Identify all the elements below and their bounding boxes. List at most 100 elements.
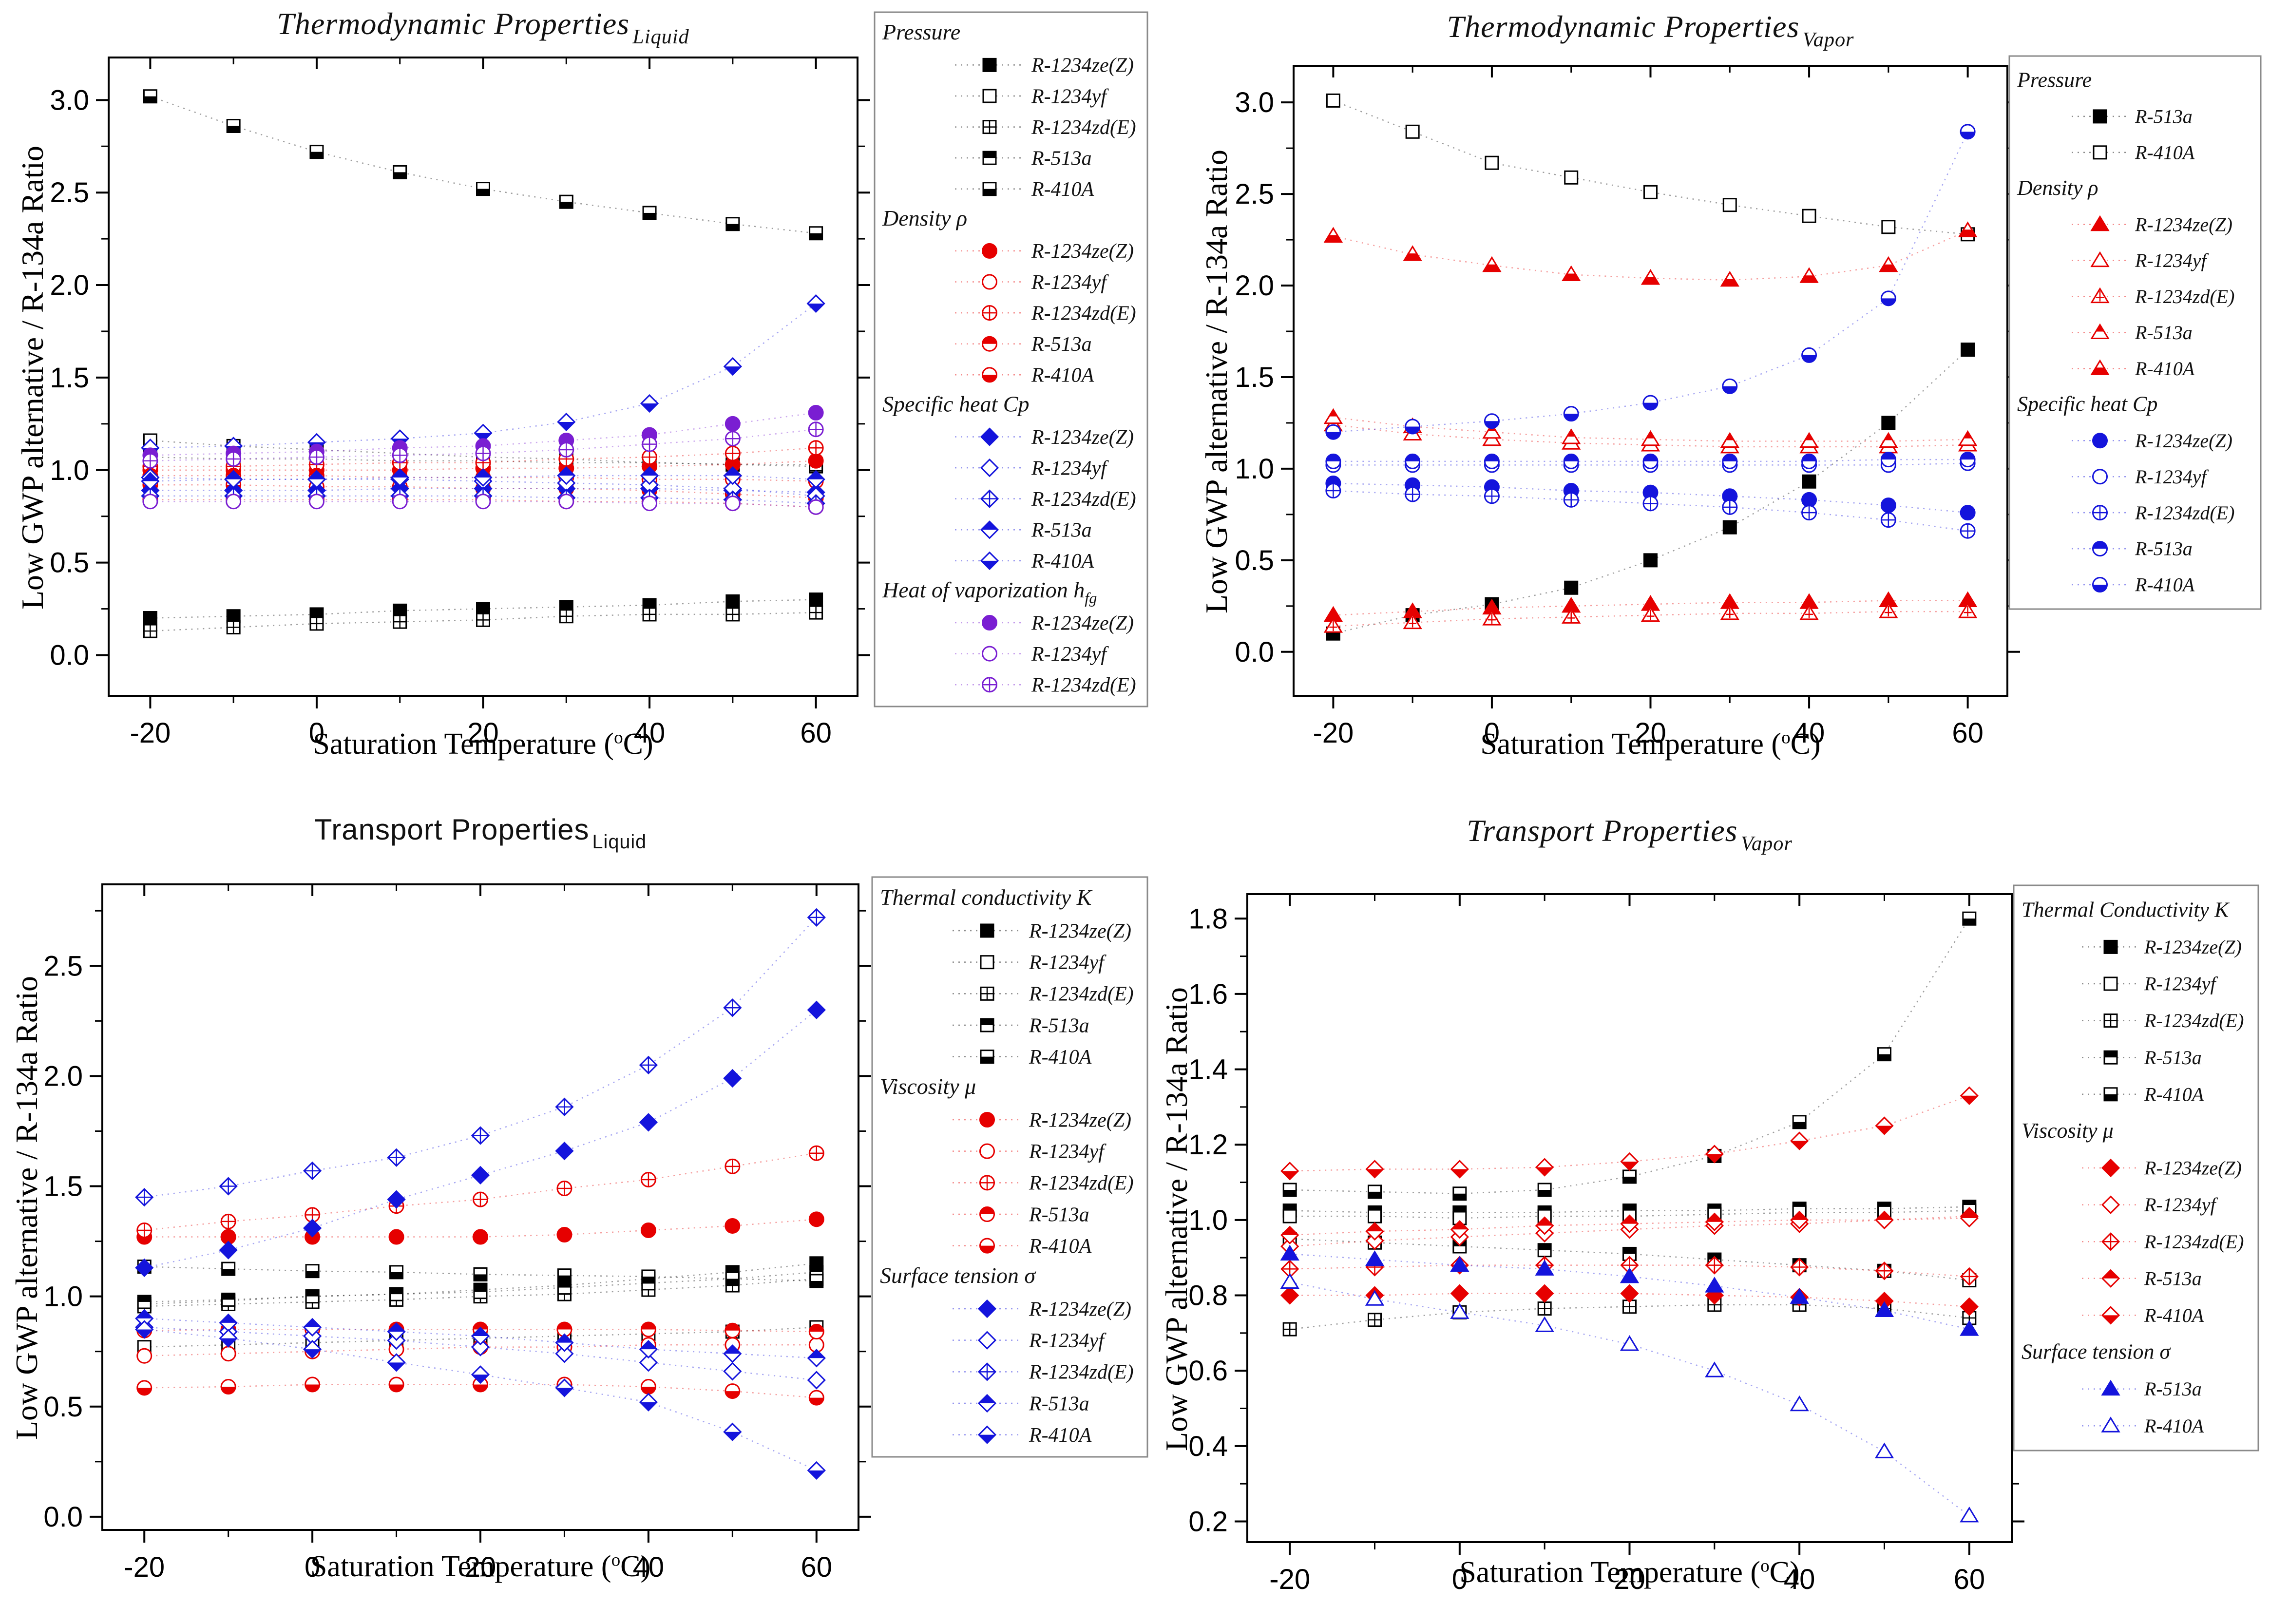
marker-circle-plus	[979, 1175, 995, 1191]
marker-circle-halftop	[1325, 453, 1341, 469]
marker-square-halfbottom	[1282, 1183, 1297, 1197]
marker-circle-solid	[979, 1112, 995, 1127]
legend-group-header: Pressure	[2017, 68, 2092, 92]
marker-triangle-halftop	[1799, 432, 1819, 448]
y-tick-label: 0.0	[1235, 636, 1274, 668]
marker-circle-halftop	[1563, 453, 1579, 469]
x-tick-label: 60	[1952, 717, 1984, 749]
marker-diamond-halfbottom	[474, 423, 493, 442]
legend-item-label: R-513a	[2144, 1047, 2202, 1069]
marker-diamond-halftop	[1790, 1210, 1809, 1229]
marker-circle-open	[220, 1346, 236, 1362]
series-line-thermal-conductivity-k-r-1234ze-z	[144, 1262, 817, 1305]
marker-square-plus	[982, 120, 997, 134]
series-surface-tension-r-1234ze-z	[135, 1000, 826, 1277]
ylabel-transport-vapor: Low GWP alternative / R-134a Ratio	[1159, 987, 1194, 1452]
legend-group-header: Surface tension σ	[880, 1263, 1036, 1288]
marker-circle-solid	[982, 615, 997, 631]
legend-item-label: R-1234zd(E)	[1031, 488, 1136, 511]
series-line-density-r-410a	[1333, 230, 1968, 281]
legend-item-label: R-513a	[1029, 1204, 1089, 1226]
marker-diamond-halftop	[980, 520, 999, 539]
x-tick-label: -20	[124, 1551, 165, 1583]
chart-transport-liquid: -20 0 20 40 60 0.0 0.5 1.0 1.5 2.0 2.5 Thermal cond…	[43, 876, 1148, 1583]
x-tick-label: -20	[130, 717, 171, 749]
marker-diamond-solid	[219, 1241, 238, 1260]
legend-item-label: R-513a	[1031, 147, 1092, 170]
legend-thermo-vapor: Pressure R-513a R-410A Density ρ R-1234ze(Z)…	[2008, 55, 2262, 610]
marker-diamond-solid	[1960, 1297, 1979, 1316]
marker-triangle-solid	[1535, 1260, 1554, 1276]
y-tick-label: 1.4	[1188, 1054, 1228, 1086]
marker-circle-solid	[808, 405, 824, 421]
marker-circle-open	[808, 499, 824, 515]
marker-circle-open	[979, 1143, 995, 1159]
y-tick-label: 0.5	[43, 1391, 83, 1423]
marker-square-halftop	[982, 151, 997, 165]
marker-circle-halftop	[1484, 453, 1500, 469]
series-line-specific-heat-cp-r-410a	[1333, 131, 1968, 433]
marker-triangle-open	[1450, 1303, 1469, 1319]
chart-title-transport-liquid: Transport Properties Liquid	[314, 813, 647, 853]
y-tick-label: 0.6	[1188, 1355, 1228, 1387]
marker-diamond-halfbottom	[1365, 1160, 1384, 1179]
series-specific-heat-cp-r-410a	[1325, 124, 1976, 440]
y-tick-label: 2.0	[1235, 270, 1274, 302]
marker-square-halfbottom	[389, 1265, 404, 1280]
marker-diamond-halfbottom	[387, 1353, 406, 1372]
marker-circle-plus	[142, 453, 158, 469]
marker-circle-halfbottom	[305, 1376, 321, 1393]
marker-diamond-halfbottom	[303, 1340, 322, 1359]
marker-circle-solid	[1960, 505, 1976, 521]
legend-item-label: R-410A	[2135, 574, 2195, 596]
x-tick-label: -20	[1313, 717, 1354, 749]
series-line-thermal-conductivity-k-r-410a	[144, 1266, 817, 1282]
legend-item-label: R-1234ze(Z)	[1031, 55, 1134, 77]
marker-diamond-solid	[471, 1165, 490, 1185]
marker-circle-plus	[1801, 505, 1817, 521]
marker-diamond-plus	[980, 489, 999, 508]
legend-item-label: R-1234ze(Z)	[1031, 612, 1134, 634]
marker-circle-halfbottom	[1563, 406, 1579, 422]
marker-circle-halfbottom	[2092, 577, 2108, 593]
legend-item-label: R-410A	[1031, 550, 1094, 573]
y-tick-label: 3.0	[50, 84, 89, 116]
marker-square-halfbottom	[1622, 1169, 1637, 1184]
marker-square-halfbottom	[473, 1267, 488, 1281]
series-density-r-410a	[1323, 221, 1978, 287]
marker-circle-halfbottom	[1325, 424, 1341, 440]
marker-square-plus	[476, 612, 490, 627]
series-density-r-1234zd-e	[1323, 602, 1978, 633]
marker-circle-plus	[1484, 488, 1500, 504]
marker-circle-halfbottom	[1405, 419, 1421, 435]
marker-square-solid	[1881, 416, 1896, 430]
marker-triangle-halfbottom	[1482, 256, 1502, 272]
marker-triangle-plus	[1482, 610, 1502, 626]
marker-diamond-halfbottom	[135, 1320, 154, 1339]
series-line-pressure-r-410a	[1333, 100, 1968, 235]
marker-diamond-halfbottom	[807, 1461, 826, 1480]
marker-circle-halfbottom	[640, 1379, 656, 1395]
legend-item-label: R-1234ze(Z)	[1029, 920, 1131, 942]
marker-diamond-halfbottom	[471, 1365, 490, 1384]
marker-circle-solid	[725, 1218, 741, 1234]
marker-diamond-halfbottom	[1790, 1131, 1809, 1150]
legend-item-label: R-1234zd(E)	[1031, 302, 1136, 325]
series-line-density-r-1234zd-e	[1333, 611, 1968, 627]
marker-circle-plus	[1563, 492, 1579, 508]
marker-diamond-halftop	[471, 1326, 490, 1346]
legend-item-label: R-513a	[2135, 322, 2193, 344]
marker-diamond-solid	[387, 1190, 406, 1209]
marker-diamond-halfbottom	[1280, 1162, 1299, 1181]
marker-square-open	[1326, 93, 1340, 108]
marker-square-plus	[1537, 1301, 1552, 1316]
y-tick-label: 0.4	[1188, 1431, 1228, 1462]
marker-diamond-halftop	[639, 1340, 658, 1359]
marker-square-halftop	[473, 1285, 488, 1299]
marker-diamond-plus	[555, 1097, 574, 1116]
marker-diamond-halftop	[224, 470, 243, 489]
x-tick-label: 40	[634, 717, 666, 749]
marker-circle-plus	[473, 1191, 488, 1207]
marker-diamond-halftop	[141, 472, 160, 491]
